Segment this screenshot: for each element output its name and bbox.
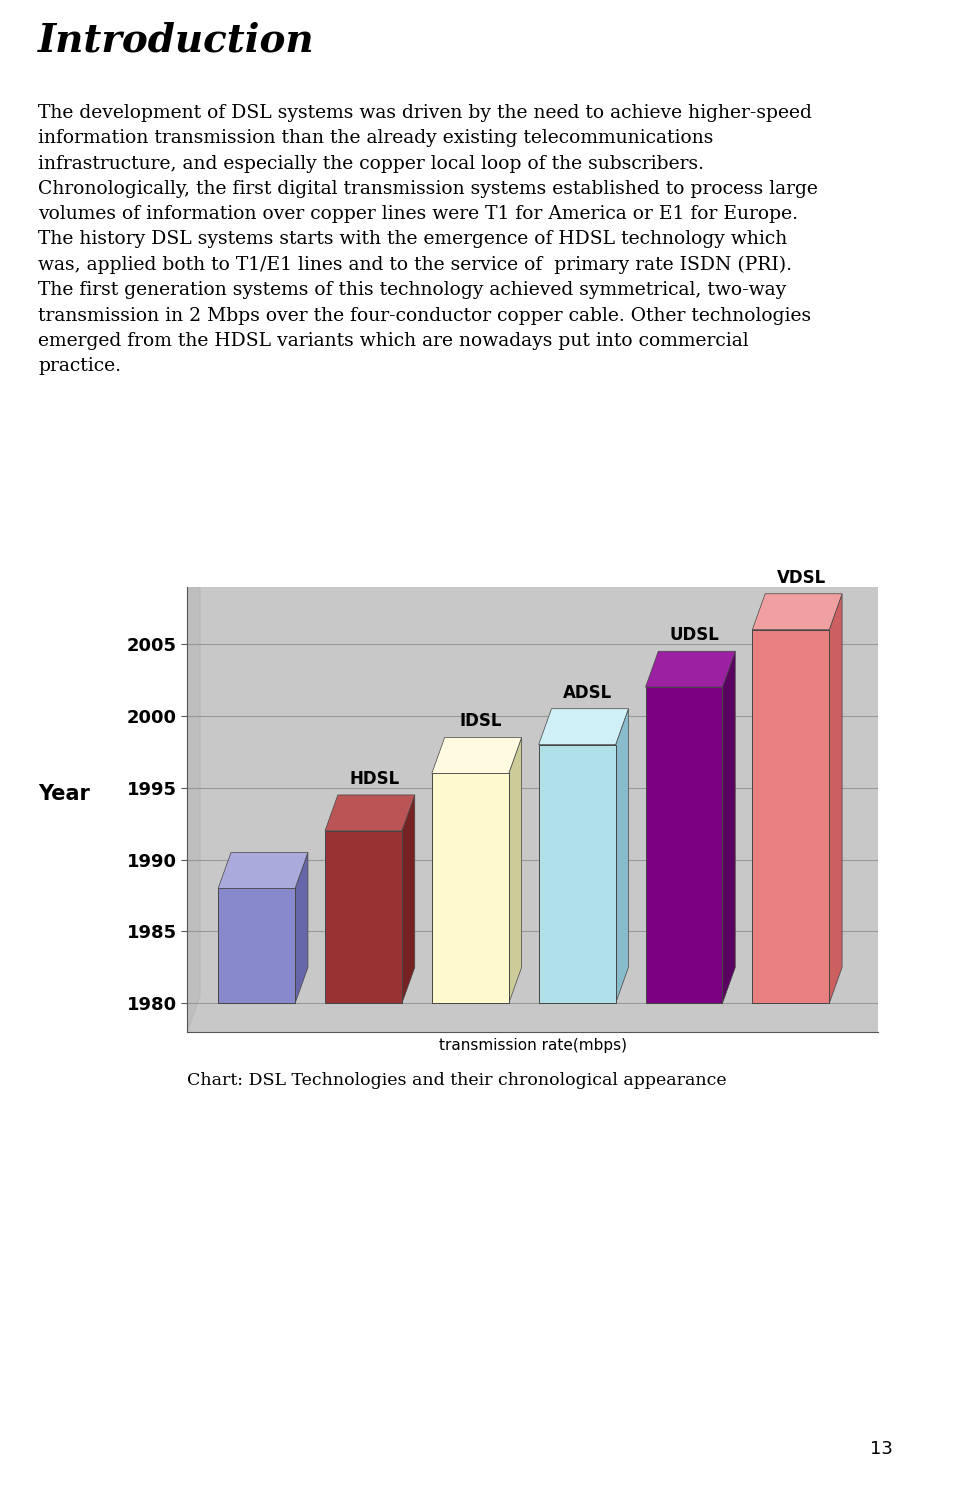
Bar — [539, 744, 615, 1004]
Polygon shape — [402, 794, 415, 1004]
Text: Introduction: Introduction — [38, 22, 315, 59]
Text: HDSL: HDSL — [349, 769, 399, 787]
Bar — [753, 630, 829, 1004]
Polygon shape — [829, 594, 842, 1004]
Text: IDSL: IDSL — [460, 713, 502, 731]
Polygon shape — [509, 738, 521, 1004]
Bar — [645, 688, 723, 1004]
Bar — [432, 774, 509, 1004]
Bar — [218, 888, 295, 1004]
Polygon shape — [539, 708, 629, 744]
Polygon shape — [295, 852, 308, 1004]
Polygon shape — [432, 738, 521, 774]
Text: VDSL: VDSL — [777, 569, 827, 587]
Polygon shape — [723, 652, 735, 1004]
Text: Year: Year — [38, 784, 90, 805]
Polygon shape — [187, 551, 200, 1032]
Text: Chart: DSL Technologies and their chronological appearance: Chart: DSL Technologies and their chrono… — [187, 1072, 727, 1089]
Polygon shape — [645, 652, 735, 688]
X-axis label: transmission rate(mbps): transmission rate(mbps) — [439, 1038, 627, 1053]
Text: 13: 13 — [870, 1440, 893, 1458]
Text: ADSL: ADSL — [564, 683, 612, 701]
Bar — [325, 832, 402, 1004]
Text: UDSL: UDSL — [670, 627, 720, 644]
Polygon shape — [218, 852, 308, 888]
Polygon shape — [615, 708, 629, 1004]
Polygon shape — [325, 794, 415, 832]
Polygon shape — [753, 594, 842, 630]
Text: The development of DSL systems was driven by the need to achieve higher-speed
in: The development of DSL systems was drive… — [38, 104, 818, 376]
